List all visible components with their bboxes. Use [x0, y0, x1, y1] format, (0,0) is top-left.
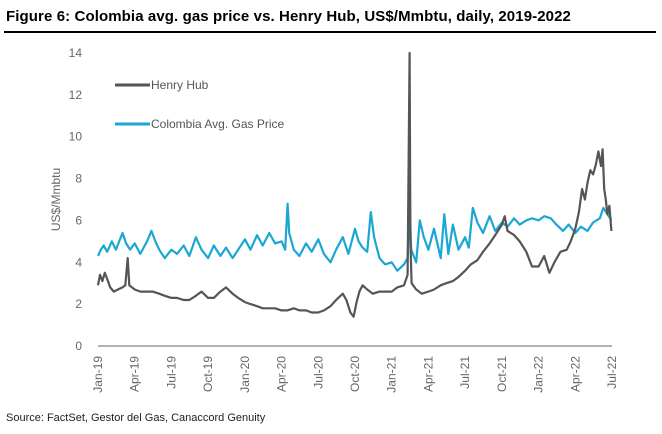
y-tick-label: 12 [69, 88, 83, 102]
y-tick-label: 10 [69, 130, 83, 144]
x-axis: Jan-19 Apr-19 Jul-19 Oct-19 Jan-20 Apr-20 Jul-… [91, 345, 619, 393]
series-layer [96, 51, 613, 318]
x-tick-label: Jul-21 [458, 356, 472, 389]
series-line-colombia [96, 202, 613, 272]
x-tick-label: Apr-20 [275, 356, 289, 392]
x-tick-label: Jan-20 [238, 356, 252, 393]
x-tick-label: Jan-21 [385, 356, 399, 393]
y-axis-label: US$/Mmbtu [49, 168, 63, 231]
y-tick-label: 0 [75, 339, 82, 353]
series-line-henry-hub [96, 51, 613, 318]
y-axis: 0 2 4 6 8 10 12 14 US$/Mmbtu [49, 46, 82, 353]
y-tick-label: 4 [75, 255, 82, 269]
x-tick-label: Apr-21 [421, 356, 435, 392]
y-tick-label: 2 [75, 297, 82, 311]
legend-label: Colombia Avg. Gas Price [151, 117, 284, 131]
x-tick-label: Apr-22 [568, 356, 582, 392]
x-tick-label: Oct-20 [348, 356, 362, 392]
x-tick-label: Oct-21 [495, 356, 509, 392]
legend: Henry Hub Colombia Avg. Gas Price [115, 78, 284, 131]
x-tick-label: Jan-22 [532, 356, 546, 393]
title-divider [4, 31, 656, 33]
y-tick-label: 6 [75, 213, 82, 227]
figure-title: Figure 6: Colombia avg. gas price vs. He… [6, 8, 571, 25]
x-tick-label: Oct-19 [201, 356, 215, 392]
y-tick-label: 8 [75, 172, 82, 186]
x-tick-label: Jul-19 [164, 356, 178, 389]
y-tick-label: 14 [69, 46, 83, 60]
x-tick-label: Apr-19 [128, 356, 142, 392]
x-tick-label: Jul-22 [605, 356, 619, 389]
legend-label: Henry Hub [151, 78, 209, 92]
source-note: Source: FactSet, Gestor del Gas, Canacco… [6, 412, 266, 424]
x-tick-label: Jul-20 [311, 356, 325, 389]
x-tick-label: Jan-19 [91, 356, 105, 393]
